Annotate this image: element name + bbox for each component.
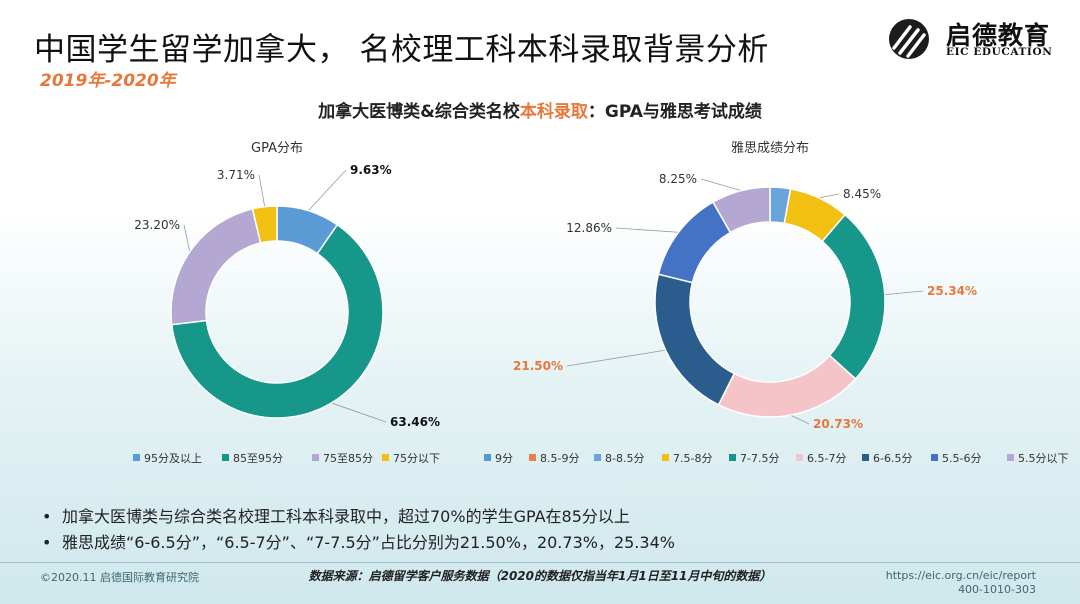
legend-swatch	[382, 454, 389, 461]
leader-line	[615, 227, 678, 233]
legend-label: 8-8.5分	[605, 452, 644, 465]
legend-swatch	[862, 454, 869, 461]
legend-swatch	[484, 454, 491, 461]
leader-line	[885, 290, 924, 296]
data-source: 数据来源：启德留学客户服务数据（2020的数据仅指当年1月1日至11月中旬的数据…	[308, 569, 772, 583]
donut-slice	[821, 213, 886, 380]
chart-title: 雅思成绩分布	[731, 141, 809, 156]
year-range: 2019年-2020年	[40, 71, 176, 91]
chart-heading: 加拿大医博类&综合类名校本科录取：GPA与雅思考试成绩	[0, 97, 1080, 122]
legend-swatch	[1007, 454, 1014, 461]
legend-label: 95分及以上	[144, 452, 202, 465]
legend-label: 5.5分以下	[1018, 452, 1069, 465]
leader-line	[331, 402, 387, 423]
eic-logo	[889, 19, 929, 59]
legend-label: 7-7.5分	[740, 452, 779, 465]
footer-divider	[0, 562, 1080, 563]
bullet-marker: •	[42, 533, 52, 552]
donut-slice	[170, 223, 384, 419]
leader-line	[566, 349, 666, 367]
legend-label: 75至85分	[323, 452, 373, 465]
leader-line	[791, 415, 810, 425]
data-label: 23.20%	[134, 218, 180, 232]
data-label: 9.63%	[350, 163, 392, 177]
logo-name: 启德教育	[946, 21, 1051, 50]
legend-swatch	[312, 454, 319, 461]
legend-swatch	[133, 454, 140, 461]
copyright: ©2020.11 启德国际教育研究院	[40, 571, 199, 584]
legend-label: 6.5-7分	[807, 452, 846, 465]
legend-swatch	[222, 454, 229, 461]
donut-slice	[654, 273, 736, 406]
donut-slice	[711, 186, 771, 234]
legend-label: 8.5-9分	[540, 452, 579, 465]
legend-label: 75分以下	[393, 452, 440, 465]
logo-subtitle: EIC EDUCATION	[946, 46, 1053, 58]
legend-swatch	[796, 454, 803, 461]
legend-swatch	[931, 454, 938, 461]
report-url[interactable]: https://eic.org.cn/eic/report	[885, 569, 1036, 582]
data-label: 63.46%	[390, 415, 440, 429]
leader-line	[258, 174, 266, 207]
donut-chart-1: GPA分布 9.63% 63.46% 23.20% 3.71% 95分及以上 85至95分 7…	[133, 141, 440, 465]
legend-swatch	[662, 454, 669, 461]
bullet-text: 加拿大医博类与综合类名校理工科本科录取中，超过70%的学生GPA在85分以上	[62, 507, 630, 526]
bullet-item: • 加拿大医博类与综合类名校理工科本科录取中，超过70%的学生GPA在85分以上	[42, 503, 675, 529]
leader-line	[308, 169, 347, 211]
chart-heading-part3: ：GPA与雅思考试成绩	[587, 102, 762, 122]
phone-number: 400-1010-303	[958, 583, 1036, 596]
bullet-item: • 雅思成绩“6-6.5分”，“6.5-7分”、“7-7.5分”占比分别为21.5…	[42, 529, 675, 555]
donut-chart-2: 雅思成绩分布 8.45% 25.34% 20.73% 21.50% 12.86% 8.25%…	[484, 141, 1069, 465]
bullet-marker: •	[42, 507, 52, 526]
legend-swatch	[529, 454, 536, 461]
data-label: 12.86%	[566, 221, 612, 235]
donut-charts: GPA分布 9.63% 63.46% 23.20% 3.71% 95分及以上 85至95分 7…	[133, 141, 1069, 465]
legend-swatch	[594, 454, 601, 461]
chart-heading-part1: 加拿大医博类&综合类名校	[318, 102, 520, 122]
legend-label: 85至95分	[233, 452, 283, 465]
legend-label: 6-6.5分	[873, 452, 912, 465]
data-label: 20.73%	[813, 417, 863, 431]
legend-label: 9分	[495, 452, 513, 465]
data-label: 3.71%	[217, 168, 255, 182]
legend-swatch	[729, 454, 736, 461]
leader-line	[183, 224, 191, 252]
data-label: 8.45%	[843, 187, 881, 201]
chart-title: GPA分布	[251, 141, 303, 156]
legend-label: 5.5-6分	[942, 452, 981, 465]
data-label: 8.25%	[659, 172, 697, 186]
donut-slice	[717, 354, 857, 418]
data-label: 25.34%	[927, 284, 977, 298]
data-label: 21.50%	[513, 359, 563, 373]
legend-label: 7.5-8分	[673, 452, 712, 465]
bullet-list: • 加拿大医博类与综合类名校理工科本科录取中，超过70%的学生GPA在85分以上 …	[42, 503, 675, 555]
bullet-text: 雅思成绩“6-6.5分”，“6.5-7分”、“7-7.5分”占比分别为21.50…	[62, 533, 675, 552]
page-title: 中国学生留学加拿大， 名校理工科本科录取背景分析	[34, 32, 769, 68]
donut-slice	[251, 205, 278, 244]
chart-heading-highlight: 本科录取	[519, 102, 588, 122]
leader-line	[819, 193, 840, 199]
leader-line	[700, 178, 741, 191]
logo-mark-icon	[889, 19, 929, 59]
